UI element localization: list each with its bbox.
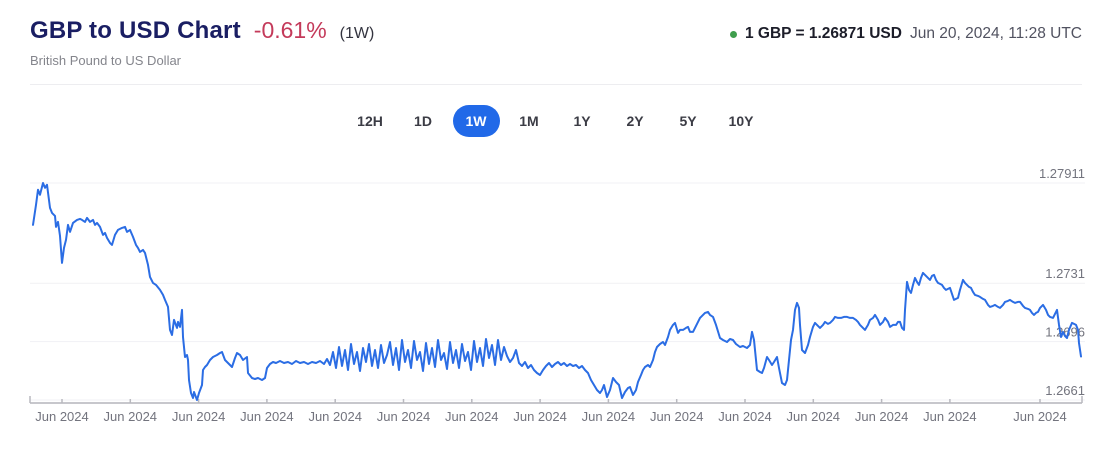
x-axis-label: Jun 2024	[1013, 409, 1067, 424]
x-axis-label: Jun 2024	[650, 409, 704, 424]
x-axis-label: Jun 2024	[923, 409, 977, 424]
x-axis-label: Jun 2024	[513, 409, 567, 424]
time-range-selector: 12H 1D 1W 1M 1Y 2Y 5Y 10Y	[0, 104, 1111, 137]
x-axis-label: Jun 2024	[104, 409, 158, 424]
header-divider	[30, 84, 1082, 85]
x-axis-label: Jun 2024	[855, 409, 909, 424]
page-subtitle: British Pound to US Dollar	[30, 53, 182, 68]
rate-timestamp: Jun 20, 2024, 11:28 UTC	[909, 25, 1082, 42]
range-button-10y[interactable]: 10Y	[718, 105, 765, 137]
x-axis-label: Jun 2024	[445, 409, 499, 424]
rate-line-chart[interactable]: 1.27911 1.2731 1.2696 1.2661 Jun 2024 Jun 202…	[0, 155, 1111, 445]
x-axis-label: Jun 2024	[240, 409, 294, 424]
x-axis-label: Jun 2024	[35, 409, 89, 424]
live-rate-group: 1 GBP = 1.26871 USD Jun 20, 2024, 11:28 …	[729, 25, 1082, 43]
price-line	[32, 182, 1082, 401]
current-rate: 1 GBP = 1.26871 USD	[744, 25, 902, 42]
range-button-12h[interactable]: 12H	[347, 105, 394, 137]
x-axis-label: Jun 2024	[787, 409, 841, 424]
change-percent: -0.61%	[253, 17, 327, 43]
x-axis-label: Jun 2024	[582, 409, 636, 424]
chart-header: GBP to USD Chart -0.61% (1W) 1 GBP = 1.2…	[0, 0, 1111, 45]
x-axis-label: Jun 2024	[172, 409, 226, 424]
x-axis-label: Jun 2024	[308, 409, 362, 424]
x-axis-label: Jun 2024	[377, 409, 431, 424]
range-button-1w[interactable]: 1W	[452, 104, 500, 137]
range-button-2y[interactable]: 2Y	[612, 105, 659, 137]
y-axis-label: 1.2661	[1045, 383, 1085, 398]
range-button-1d[interactable]: 1D	[400, 105, 447, 137]
y-axis-label: 1.2696	[1045, 325, 1085, 340]
chart-area: 1.27911 1.2731 1.2696 1.2661 Jun 2024 Jun 202…	[0, 155, 1111, 445]
range-button-1m[interactable]: 1M	[506, 105, 553, 137]
title-group: GBP to USD Chart -0.61% (1W)	[30, 17, 374, 45]
live-indicator-dot-icon	[729, 30, 737, 38]
x-axis-label: Jun 2024	[718, 409, 772, 424]
range-button-5y[interactable]: 5Y	[665, 105, 712, 137]
y-axis-label: 1.27911	[1039, 166, 1085, 181]
range-button-1y[interactable]: 1Y	[559, 105, 606, 137]
page-title: GBP to USD Chart	[30, 17, 241, 44]
y-axis-label: 1.2731	[1045, 266, 1085, 281]
change-period-label: (1W)	[339, 25, 375, 42]
